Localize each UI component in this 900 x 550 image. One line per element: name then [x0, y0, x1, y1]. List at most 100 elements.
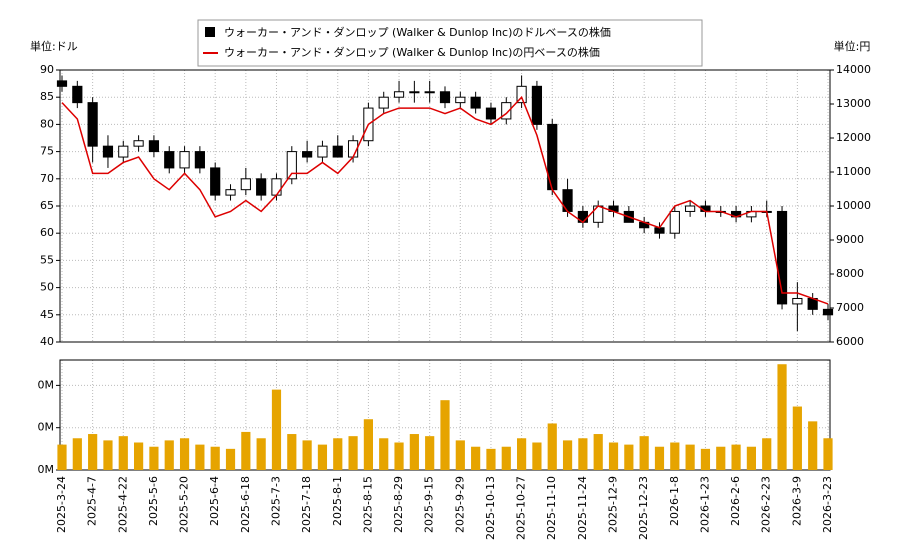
volume-bar — [302, 440, 312, 470]
volume-bar — [88, 434, 98, 470]
volume-bar — [425, 436, 435, 470]
volume-bar — [241, 431, 251, 470]
legend-swatch — [205, 27, 215, 37]
volume-bar — [57, 444, 67, 470]
candle-body — [286, 151, 297, 180]
y2-tick-label: 10000 — [836, 199, 871, 212]
y-tick-label: 65 — [40, 199, 54, 212]
volume-bar — [517, 438, 527, 470]
x-tick-label: 2025-8-15 — [361, 476, 374, 533]
candle-body — [317, 145, 328, 158]
y-tick-label: 90 — [40, 63, 54, 76]
candle-body — [455, 96, 466, 104]
volume-bar — [593, 434, 603, 470]
y-tick-label: 70 — [40, 172, 54, 185]
volume-bar — [608, 442, 619, 470]
volume-bar — [624, 444, 634, 470]
volume-bar — [501, 446, 511, 470]
candle-body — [501, 102, 512, 120]
v-tick-label: 0M — [38, 421, 55, 434]
x-tick-label: 2025-10-13 — [484, 476, 497, 540]
y-unit: 単位:ドル — [30, 39, 78, 53]
volume-bar — [823, 438, 833, 470]
candle-body — [531, 85, 543, 125]
volume-bar — [471, 446, 481, 470]
volume-bar — [333, 438, 343, 470]
candle-body — [87, 102, 98, 147]
y-tick-label: 60 — [40, 226, 54, 239]
volume-bar — [762, 438, 772, 470]
volume-bar — [118, 436, 128, 470]
volume-bar — [486, 448, 496, 470]
y2-tick-label: 6000 — [836, 335, 864, 348]
candle-body — [210, 167, 221, 196]
y2-tick-label: 13000 — [836, 97, 871, 110]
candle-body — [562, 189, 573, 212]
x-tick-label: 2026-1-23 — [698, 476, 711, 533]
volume-bar — [317, 444, 328, 470]
x-tick-label: 2026-1-8 — [668, 476, 681, 526]
candle-body — [256, 178, 267, 196]
volume-bar — [440, 400, 450, 470]
y2-unit: 単位:円 — [834, 39, 871, 53]
candle-body — [179, 151, 190, 169]
x-tick-label: 2025-9-29 — [453, 476, 466, 533]
volume-bar — [746, 446, 756, 470]
candle-body — [148, 140, 160, 153]
volume-bar — [700, 448, 711, 470]
y-tick-label: 85 — [40, 90, 54, 103]
volume-bar — [210, 446, 220, 470]
legend-label: ウォーカー・アンド・ダンロップ (Walker & Dunlop Inc)の円ベ… — [224, 45, 600, 59]
volume-bar — [195, 444, 205, 470]
y-tick-label: 80 — [40, 117, 54, 130]
x-tick-label: 2026-2-6 — [729, 476, 742, 526]
yen-line — [61, 95, 829, 305]
candle-body — [485, 107, 497, 120]
y2-tick-label: 7000 — [836, 301, 864, 314]
y-tick-label: 55 — [40, 253, 54, 266]
candle-body — [378, 96, 389, 109]
x-tick-label: 2025-11-10 — [545, 476, 558, 540]
candle-body — [332, 145, 343, 158]
candle-body — [776, 210, 788, 305]
volume-bar — [363, 419, 373, 470]
volume-bar — [562, 440, 573, 470]
y-tick-label: 45 — [40, 308, 54, 321]
x-tick-label: 2026-2-23 — [760, 476, 773, 533]
candle-body — [164, 151, 175, 169]
candle-body — [424, 91, 435, 94]
x-tick-label: 2025-5-20 — [178, 476, 191, 533]
x-tick-label: 2025-4-7 — [86, 476, 99, 526]
candle-body — [516, 85, 527, 104]
x-tick-label: 2025-8-1 — [331, 476, 344, 526]
y2-tick-label: 11000 — [836, 165, 871, 178]
candle-body — [669, 210, 680, 234]
volume-bar — [379, 438, 389, 470]
volume-bar — [179, 438, 190, 470]
y-tick-label: 50 — [40, 281, 54, 294]
candle-body — [792, 297, 803, 305]
candle-body — [118, 145, 129, 158]
x-tick-label: 2026-3-23 — [821, 476, 834, 533]
y-tick-label: 75 — [40, 145, 54, 158]
y2-tick-label: 12000 — [836, 131, 871, 144]
candle-body — [393, 91, 405, 98]
x-tick-label: 2025-5-6 — [147, 476, 160, 526]
volume-bar — [225, 448, 236, 470]
plot-frame — [59, 69, 831, 343]
volume-bar — [808, 421, 818, 470]
volume-bar — [149, 446, 159, 470]
candle-body — [822, 308, 834, 316]
volume-bar — [164, 440, 174, 470]
volume-bar — [716, 446, 726, 470]
candle-body — [302, 151, 313, 158]
volume-bar — [409, 434, 419, 470]
y2-tick-label: 9000 — [836, 233, 864, 246]
x-tick-label: 2025-4-22 — [116, 476, 129, 533]
volume-bar — [72, 438, 82, 470]
x-tick-label: 2025-7-18 — [300, 476, 313, 533]
x-tick-label: 2025-3-24 — [55, 476, 68, 533]
v-tick-label: 0M — [38, 378, 55, 391]
x-tick-label: 2025-8-29 — [392, 476, 405, 533]
